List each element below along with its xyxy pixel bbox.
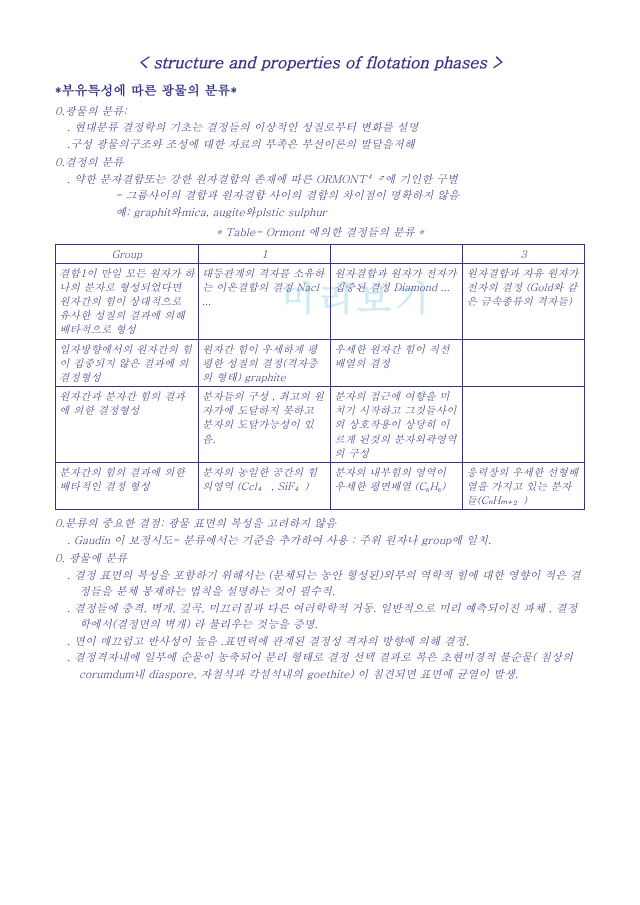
section-4-para-1: . 결정 표면의 복성을 포함하기 위해서는 (분체되는 농안 형성된)외부의 …	[67, 568, 585, 601]
section-3-line-1: . Gaudin 이 보정시도- 분류에서는 기준을 추가하여 사용 : 주위 …	[55, 533, 585, 550]
th-1: 1	[198, 244, 330, 263]
cell: 대등관계의 격자를 소유하는 이온결합의 결정 Nacl ...	[198, 263, 330, 339]
cell: 응력장의 우세한 선형배열을 가지고 있는 분자들(CₙHₘ₊₂)	[463, 462, 585, 510]
section-4-para-3: . 면이 매끄럽고 반사성이 높음 .표면력에 관계된 결정성 격자의 방향에 …	[67, 634, 585, 651]
th-3: 3	[463, 244, 585, 263]
table-header-row: Group 1 3	[56, 244, 585, 263]
th-group: Group	[56, 244, 199, 263]
cell	[463, 339, 585, 387]
section-2-line-1: . 약한 분자결합또는 강한 원자결합의 존재에 따른 ORMONT⁴·⁷에 기…	[55, 172, 585, 189]
table-caption: * Table- Ormont 에의한 결정들의 분류 *	[55, 225, 585, 242]
section-2-line-3: 예: graphit와mica, augite와plstic sulphur	[55, 205, 585, 222]
cell: 분자간의 힘의 결과에 의한 배타적인 결정 형성	[56, 462, 199, 510]
cell: 원자간과 분자간 힘의 결과에 의한 결정형성	[56, 387, 199, 463]
section-2-line-2: - 그룹사이의 결합과 원자결합 사이의 결합의 차이점이 명확하지 않음	[55, 188, 585, 205]
cell: 원자결합과 원자가 전자가 집중된 결정 Diamond ...	[331, 263, 463, 339]
section-4-para-4: . 결정격자내에 일부에 순물이 농축되어 분리 형태로 결정 선택 결과로 복…	[67, 650, 585, 683]
table-row: 원자간과 분자간 힘의 결과에 의한 결정형성 분자들의 구성 , 최고의 원자…	[56, 387, 585, 463]
cell	[463, 387, 585, 463]
table-row: 결합1이 만일 모든 원자가 하나의 분자로 형성되었다면 원자간의 힘이 상대…	[56, 263, 585, 339]
subtitle: *부유특성에 따른 광물의 분류*	[55, 80, 585, 100]
cell: 분자의 내부힘의 영역이 우세한 평면배열 (C₆H₆)	[331, 462, 463, 510]
th-2	[331, 244, 463, 263]
cell: 분자들의 구성 , 최고의 원자가에 도달하지 못하고 분자의 도달가능성이 있…	[198, 387, 330, 463]
cell: 우세한 원자간 힘이 직선배열의 결정	[331, 339, 463, 387]
section-4-para-2: . 결정들에 충격, 벽개, 깊곡, 미끄러짐과 다른 여러학학적 거동. 일반…	[67, 601, 585, 634]
section-4-head: 0. 광물에 분류	[55, 551, 585, 568]
section-1-head: 0.광물의 분류:	[55, 104, 585, 121]
section-2-head: 0.결정의 분류	[55, 155, 585, 172]
ormont-table: Group 1 3 결합1이 만일 모든 원자가 하나의 분자로 형성되었다면 …	[55, 244, 585, 511]
table-row: 분자간의 힘의 결과에 의한 배타적인 결정 형성 분자의 농일한 공간의 힘의…	[56, 462, 585, 510]
cell: 원자결합과 자유 원자가 전자의 결정 (Gold와 같은 금속종류의 격자들)	[463, 263, 585, 339]
cell: 분자의 접근에 여향을 미치기 시작하고 그것들사이의 상호작용이 상당히 이르…	[331, 387, 463, 463]
section-1-line-1: . 현대분류 결정학의 기초는 결정들의 이상적인 성질로부터 변화를 설명	[55, 120, 585, 137]
cell: 입자방향에서의 원자간의 힘이 집중되지 않은 결과에 의 결정형성	[56, 339, 199, 387]
page-title: < structure and properties of flotation …	[55, 50, 585, 74]
section-3-head: 0.분류의 중요한 결점: 광물 표면의 복성을 고려하지 않음	[55, 516, 585, 533]
cell: 분자의 농일한 공간의 힘의영역 (Ccl₄ , SiF₄)	[198, 462, 330, 510]
section-1-line-2: .구성 광물의구조와 조성에 대한 자료의 부족은 부선이론의 발달을저해	[55, 137, 585, 154]
cell: 결합1이 만일 모든 원자가 하나의 분자로 형성되었다면 원자간의 힘이 상대…	[56, 263, 199, 339]
table-row: 입자방향에서의 원자간의 힘이 집중되지 않은 결과에 의 결정형성 원자간 힘…	[56, 339, 585, 387]
cell: 원자간 힘이 우세하게 평평한 성질의 결정(격자층의 형태) graphite	[198, 339, 330, 387]
document-body: < structure and properties of flotation …	[55, 50, 585, 683]
